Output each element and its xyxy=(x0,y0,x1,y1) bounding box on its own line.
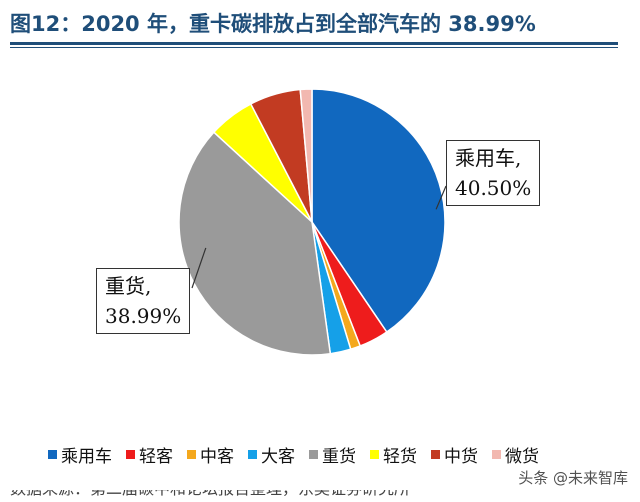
legend-swatch xyxy=(248,450,257,459)
legend-label: 轻货 xyxy=(383,447,417,467)
callout-passenger-car-label: 乘用车, xyxy=(455,146,522,170)
legend-swatch xyxy=(126,450,135,459)
legend-item: 微货 xyxy=(492,442,539,467)
legend-item: 轻客 xyxy=(126,442,173,467)
legend-item: 乘用车 xyxy=(48,442,112,467)
legend-label: 乘用车 xyxy=(61,447,112,467)
callout-heavy-truck-label: 重货, xyxy=(105,274,152,298)
pie-slice-4 xyxy=(178,131,332,356)
legend-swatch xyxy=(187,450,196,459)
legend-swatch xyxy=(431,450,440,459)
legend-swatch xyxy=(492,450,501,459)
legend-item: 重货 xyxy=(309,442,356,467)
pie-slice-0 xyxy=(311,88,446,334)
legend-swatch xyxy=(370,450,379,459)
source-note-cropped: 数据来源：第二届碳中和论坛报告整理，东吴证券研究所 xyxy=(0,490,640,502)
callout-heavy-truck-value: 38.99% xyxy=(105,304,182,328)
leader-line-passenger-car xyxy=(435,185,447,210)
legend-label: 轻客 xyxy=(139,447,173,467)
source-note-text: 数据来源：第二届碳中和论坛报告整理，东吴证券研究所 xyxy=(0,490,410,498)
pie-chart xyxy=(178,88,447,356)
legend-swatch xyxy=(48,450,57,459)
chart-title: 图12：2020 年，重卡碳排放占到全部汽车的 38.99% xyxy=(10,12,536,36)
watermark: 头条 @未来智库 xyxy=(518,469,628,487)
callout-passenger-car-value: 40.50% xyxy=(455,176,532,200)
legend-label: 重货 xyxy=(322,447,356,467)
legend-item: 中客 xyxy=(187,442,234,467)
legend-label: 微货 xyxy=(505,447,539,467)
title-divider-thin xyxy=(10,47,618,48)
pie-slice-7 xyxy=(299,88,313,223)
legend-item: 中货 xyxy=(431,442,478,467)
callout-heavy-truck: 重货, 38.99% xyxy=(96,268,191,334)
legend-swatch xyxy=(309,450,318,459)
callout-passenger-car: 乘用车, 40.50% xyxy=(446,140,541,206)
leader-line-heavy-truck xyxy=(191,247,207,289)
legend-label: 中客 xyxy=(200,447,234,467)
legend-label: 中货 xyxy=(444,447,478,467)
title-divider xyxy=(10,42,618,45)
legend-item: 轻货 xyxy=(370,442,417,467)
legend-label: 大客 xyxy=(261,447,295,467)
chart-legend: 乘用车 轻客 中客 大客 重货 轻货 中货 微货 xyxy=(48,442,539,467)
legend-item: 大客 xyxy=(248,442,295,467)
